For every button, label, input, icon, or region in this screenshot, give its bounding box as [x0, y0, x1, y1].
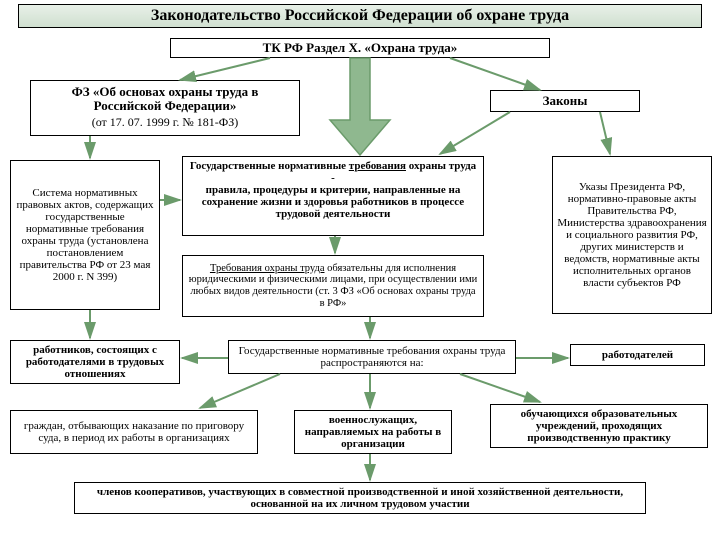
- row4-left-text: граждан, отбывающих наказание по пригово…: [15, 420, 253, 444]
- row4-center-box: военнослужащих, направляемых на работы в…: [294, 410, 452, 454]
- center-req-pre: Государственные нормативные: [190, 160, 349, 172]
- row4-right-text: обучающихся образовательных учреждений, …: [495, 408, 703, 444]
- row4-center-text: военнослужащих, направляемых на работы в…: [299, 414, 447, 450]
- bottom-text: членов кооперативов, участвующих в совме…: [79, 486, 641, 510]
- zakony-box: Законы: [490, 90, 640, 112]
- center-obligations-box: Требования охраны труда обязательны для …: [182, 255, 484, 317]
- right-ukazy-box: Указы Президента РФ, нормативно-правовые…: [552, 156, 712, 314]
- row3-left-box: работников, состоящих с работодателями в…: [10, 340, 180, 384]
- subtitle-box: ТК РФ Раздел X. «Охрана труда»: [170, 38, 550, 58]
- row3-right-text: работодателей: [602, 349, 673, 361]
- fz-box: ФЗ «Об основах охраны труда в Российской…: [30, 80, 300, 136]
- zakony-text: Законы: [543, 94, 588, 108]
- title-bar: Законодательство Российской Федерации об…: [18, 4, 702, 28]
- bottom-box: членов кооперативов, участвующих в совме…: [74, 482, 646, 514]
- center-req-u: требования: [349, 160, 406, 172]
- left-system-box: Система нормативных правовых актов, соде…: [10, 160, 160, 310]
- fz-line2: Российской Федерации»: [35, 99, 295, 113]
- fz-note: (от 17. 07. 1999 г. № 181-ФЗ): [35, 116, 295, 129]
- center-req-rest: правила, процедуры и критерии, направлен…: [187, 184, 479, 220]
- row4-right-box: обучающихся образовательных учреждений, …: [490, 404, 708, 448]
- row3-center-text: Государственные нормативные требования о…: [233, 345, 511, 369]
- fz-line1: ФЗ «Об основах охраны труда в: [35, 85, 295, 99]
- center-oblig: Требования охраны труда обязательны для …: [187, 263, 479, 309]
- right-ukazy-text: Указы Президента РФ, нормативно-правовые…: [557, 181, 707, 290]
- title-text: Законодательство Российской Федерации об…: [151, 7, 569, 25]
- center-oblig-u: Требования охраны труда: [210, 263, 325, 274]
- row4-left-box: граждан, отбывающих наказание по пригово…: [10, 410, 258, 454]
- row3-left-text: работников, состоящих с работодателями в…: [15, 344, 175, 380]
- center-requirements-box: Государственные нормативные требования о…: [182, 156, 484, 236]
- row3-right-box: работодателей: [570, 344, 705, 366]
- row3-center-box: Государственные нормативные требования о…: [228, 340, 516, 374]
- left-system-text: Система нормативных правовых актов, соде…: [15, 187, 155, 284]
- subtitle-text: ТК РФ Раздел X. «Охрана труда»: [263, 41, 458, 55]
